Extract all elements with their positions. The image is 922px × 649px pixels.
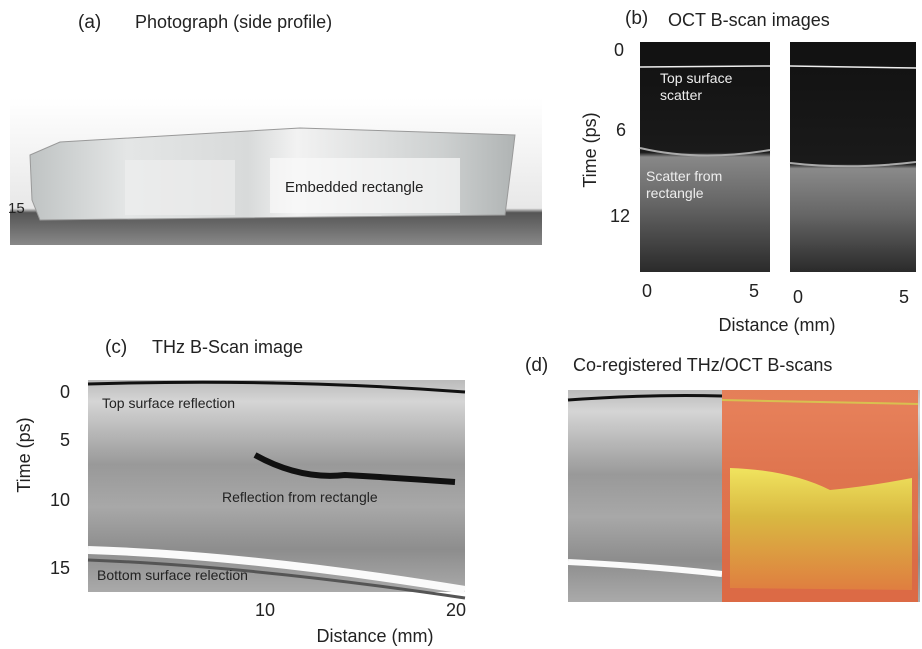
y-axis-label: Time (ps) — [14, 417, 34, 492]
panel-title: THz B-Scan image — [152, 337, 303, 357]
x-tick-label: 0 — [793, 287, 803, 307]
y-tick-label: 12 — [610, 206, 630, 226]
annotation: Scatter from — [646, 168, 722, 184]
panel-title: Photograph (side profile) — [135, 12, 332, 32]
figure: (a) Photograph (side profile) Embedded r… — [0, 0, 922, 649]
annotation: Top surface — [660, 70, 733, 86]
coregistered-image — [568, 390, 920, 602]
annotation: scatter — [660, 87, 702, 103]
panel-label: (d) — [525, 355, 548, 376]
x-tick-label: 5 — [749, 281, 759, 301]
x-tick-label: 10 — [255, 600, 275, 620]
x-axis-label: Distance (mm) — [718, 315, 835, 335]
x-tick-label: 20 — [446, 600, 466, 620]
panel-label: (b) — [625, 8, 648, 29]
y-tick-label: 0 — [614, 40, 624, 60]
annotation: Bottom surface relection — [97, 567, 248, 583]
annotation: Embedded rectangle — [285, 179, 423, 196]
y-tick-label: 0 — [60, 382, 70, 402]
y-tick-label: 6 — [616, 120, 626, 140]
panel-title: OCT B-scan images — [668, 10, 830, 30]
y-axis-label: Time (ps) — [580, 112, 600, 187]
y-tick-label: 15 — [50, 558, 70, 578]
annotation: Reflection from rectangle — [222, 489, 378, 505]
panel-label: (a) — [78, 12, 101, 33]
panel-title: Co-registered THz/OCT B-scans — [573, 355, 832, 375]
annotation: 15 — [8, 200, 25, 217]
x-tick-label: 0 — [642, 281, 652, 301]
annotation: rectangle — [646, 185, 704, 201]
y-tick-label: 5 — [60, 430, 70, 450]
x-tick-label: 5 — [899, 287, 909, 307]
photograph — [10, 98, 542, 245]
annotation: Top surface reflection — [102, 395, 235, 411]
panel-label: (c) — [105, 337, 127, 358]
y-tick-label: 10 — [50, 490, 70, 510]
x-axis-label: Distance (mm) — [316, 626, 433, 646]
